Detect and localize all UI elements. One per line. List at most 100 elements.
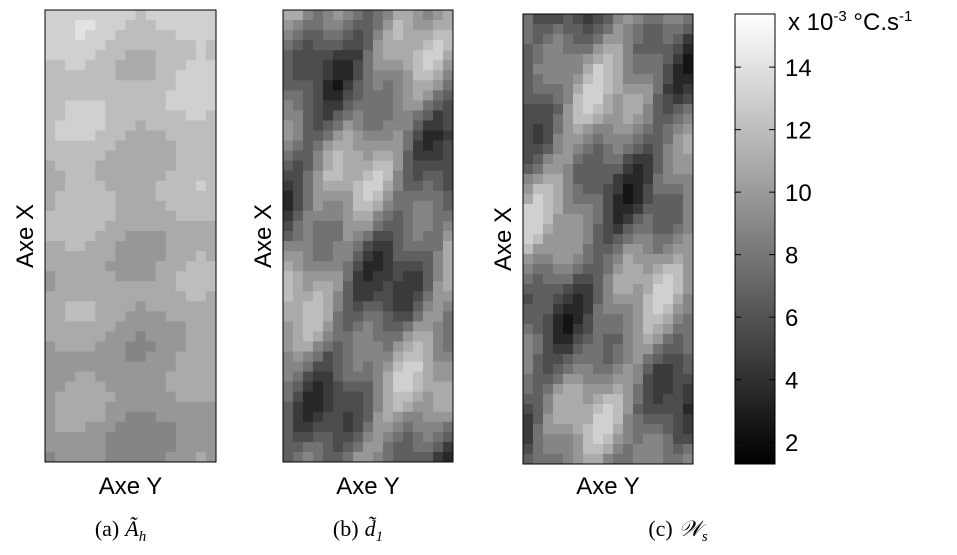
contour-cell [623,344,634,355]
contour-cell [423,271,434,282]
contour-cell [155,160,167,172]
contour-cell [393,281,404,292]
contour-cell [363,331,374,342]
contour-cell [313,210,324,222]
contour-cell [165,241,177,252]
contour-cell [533,244,544,255]
contour-cell [433,251,444,262]
contour-cell [573,374,584,385]
contour-cell [383,281,394,292]
contour-cell [313,361,324,373]
contour-cell [343,90,354,101]
contour-cell [125,421,137,433]
contour-cell [603,254,614,265]
contour-cell [383,30,394,41]
contour-cell [663,174,674,185]
contour-cell [313,401,324,413]
contour-cell [593,344,604,355]
contour-cell [363,230,374,242]
contour-cell [393,140,404,152]
contour-cell [593,144,604,155]
contour-cell [423,241,434,252]
contour-cell [175,391,187,403]
contour-cell [653,144,664,155]
contour-cell [543,214,554,225]
contour-cell [185,441,197,453]
contour-cell [643,54,654,65]
contour-cell [373,230,384,242]
contour-cell [343,281,354,292]
contour-cell [563,434,574,445]
contour-cell [653,104,664,115]
contour-cell [613,194,624,205]
contour-cell [443,371,454,383]
contour-cell [303,130,314,142]
contour-cell [633,114,644,125]
contour-cell [205,271,217,282]
contour-cell [673,444,684,455]
contour-cell [65,321,76,332]
contour-cell [75,421,86,433]
contour-cell [135,391,147,403]
contour-cell [373,70,384,81]
contour-cell [303,210,314,222]
x-axis-label: Axe Y [336,473,400,500]
contour-cell [333,291,344,302]
contour-cell [623,424,634,435]
contour-cell [593,124,604,135]
contour-cell [283,80,294,91]
contour-cell [165,140,177,152]
contour-cell [95,180,106,192]
contour-cell [205,130,217,142]
contour-cell [613,294,624,305]
contour-cell [283,451,294,463]
contour-cell [145,321,157,332]
contour-cell [323,220,334,232]
contour-cell [543,114,554,125]
contour-cell [633,154,644,165]
contour-cell [125,261,137,272]
contour-cell [105,271,116,282]
contour-cell [283,210,294,222]
contour-cell [75,60,86,71]
contour-cell [373,220,384,232]
contour-cell [293,110,304,121]
contour-cell [393,170,404,182]
contour-cell [165,251,177,262]
contour-cell [413,10,424,21]
contour-cell [653,454,664,465]
tick-label: 10 [785,180,812,207]
contour-cell [45,220,56,232]
contour-cell [293,391,304,403]
contour-cell [105,371,116,383]
contour-cell [433,291,444,302]
contour-cell [343,170,354,182]
contour-cell [155,220,167,232]
contour-cell [603,214,614,225]
contour-cell [523,264,534,275]
contour-cell [165,301,177,312]
contour-cell [155,441,167,453]
contour-cell [283,100,294,111]
contour-cell [353,401,364,413]
contour-cell [343,110,354,121]
contour-cell [145,30,157,41]
contour-cell [433,381,444,393]
contour-cell [673,244,684,255]
contour-cell [205,50,217,61]
contour-cell [413,351,424,363]
contour-cell [115,150,126,162]
contour-cell [423,251,434,262]
contour-cell [165,451,177,463]
contour-cell [533,344,544,355]
contour-cell [115,70,126,81]
contour-cell [523,174,534,185]
contour-cell [333,90,344,101]
contour-cell [55,341,66,353]
contour-cell [613,134,624,145]
contour-cell [583,94,594,105]
contour-cell [313,421,324,433]
contour-cell [333,431,344,443]
contour-cell [643,294,654,305]
contour-cell [633,214,644,225]
